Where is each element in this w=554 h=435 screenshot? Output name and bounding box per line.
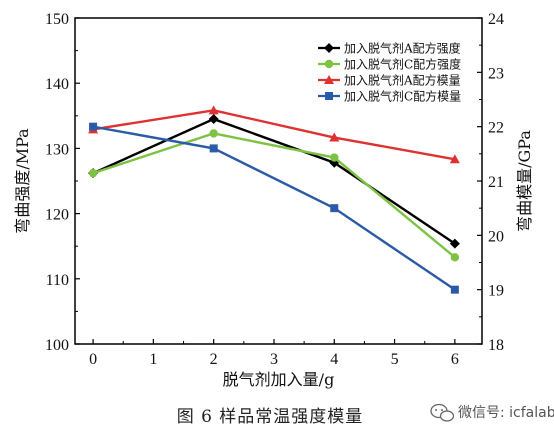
right-y-tick-label: 20 [488,228,504,245]
series-line-3 [92,109,456,161]
x-tick-label: 5 [391,351,399,368]
legend-swatch-marker [324,75,334,84]
legend-swatch-marker [324,43,334,53]
series-2-point [450,253,460,262]
legend-swatch-marker [324,59,334,69]
series-2-point [330,153,339,162]
legend-swatch-marker [325,92,333,100]
series-1-point [449,238,460,249]
figure-caption: 图 6 样品常温强度模量 [177,407,364,427]
x-tick-label: 4 [330,351,338,368]
series-2-point [88,168,98,178]
series-line-1 [92,117,456,245]
left-y-tick-label: 140 [45,76,69,93]
right-y-axis-title: 弯曲模量/GPa [515,130,534,232]
series-3-point [449,154,460,164]
left-y-tick-label: 100 [45,337,69,354]
legend-label: 加入脱气剂A配方强度 [344,41,461,56]
series-3-point [208,105,219,115]
right-y-tick-label: 23 [488,65,504,82]
series-line-4 [92,125,456,291]
left-y-tick-label: 110 [46,272,69,289]
left-y-tick-label: 130 [45,141,69,158]
series-2-point [209,129,218,138]
x-tick-label: 2 [210,351,218,368]
legend-label: 加入脱气剂C配方强度 [344,57,461,72]
x-tick-label: 1 [149,351,157,368]
legend-label: 加入脱气剂C配方模量 [344,89,461,104]
series-4-point [450,285,459,294]
series-3-point [329,132,340,142]
x-tick-label: 6 [451,351,459,368]
left-y-axis-title: 弯曲强度/MPa [13,128,32,234]
right-y-tick-label: 24 [488,11,504,28]
x-tick-label: 3 [270,351,278,368]
series-4-point [209,144,218,153]
series-4-point [330,204,339,213]
series-4-point [89,122,98,131]
watermark-text: 微信号: icfalab [458,405,554,421]
x-axis-title: 脱气剂加入量/g [223,370,335,389]
right-y-tick-label: 21 [488,174,504,191]
watermark: 微信号: icfalab [430,403,554,422]
x-tick-label: 0 [89,351,97,368]
right-y-tick-label: 19 [488,283,504,300]
wechat-icon [430,403,455,422]
series-1-point [208,114,219,125]
series-line-2 [92,132,456,259]
right-y-tick-label: 22 [488,120,504,137]
left-y-tick-label: 150 [45,11,69,28]
left-y-tick-label: 120 [45,207,69,224]
right-y-tick-label: 18 [488,337,504,354]
legend-label: 加入脱气剂A配方模量 [344,73,461,88]
